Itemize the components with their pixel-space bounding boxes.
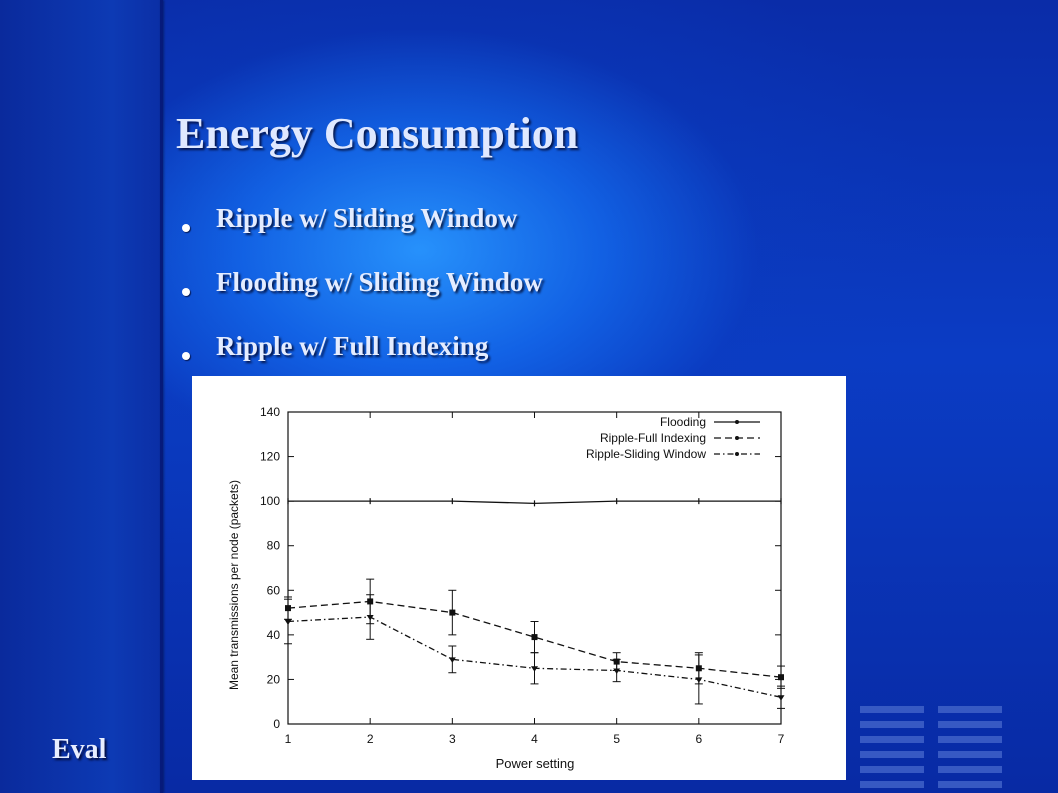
decorative-stripe bbox=[938, 781, 1002, 788]
bullet-item: Flooding w/ Sliding Window bbox=[182, 260, 543, 324]
bullet-dot-icon bbox=[182, 352, 190, 360]
legend-marker bbox=[735, 452, 739, 456]
y-tick-label: 40 bbox=[267, 628, 281, 642]
y-tick-label: 80 bbox=[267, 539, 281, 553]
legend-entry-label: Flooding bbox=[660, 415, 706, 429]
x-tick-label: 3 bbox=[449, 732, 456, 746]
y-axis-label: Mean transmissions per node (packets) bbox=[227, 480, 241, 690]
y-tick-label: 100 bbox=[260, 494, 280, 508]
data-point bbox=[284, 619, 292, 625]
bullet-text: Flooding w/ Sliding Window bbox=[216, 266, 543, 297]
bullet-text: Ripple w/ Full Indexing bbox=[216, 330, 489, 361]
y-tick-label: 0 bbox=[273, 717, 280, 731]
chart-image: 0 20 40 60 80 100 120 140 1 2 3 4 5 6 7 Flooding Ripple… bbox=[192, 376, 846, 780]
bullet-item: Ripple w/ Sliding Window bbox=[182, 196, 543, 260]
data-point bbox=[531, 666, 538, 672]
y-tick-label: 120 bbox=[260, 450, 280, 464]
decorative-stripe bbox=[860, 781, 924, 788]
x-tick-label: 1 bbox=[285, 732, 292, 746]
chart-axes: 0 20 40 60 80 100 120 140 1 2 3 4 5 6 7 bbox=[260, 405, 785, 746]
data-point bbox=[613, 668, 621, 675]
energy-chart: 0 20 40 60 80 100 120 140 1 2 3 4 5 6 7 Flooding Ripple… bbox=[227, 405, 785, 771]
x-tick-label: 2 bbox=[367, 732, 374, 746]
decorative-stripe bbox=[860, 721, 924, 728]
left-sidebar-band bbox=[0, 0, 160, 793]
data-point bbox=[449, 609, 456, 616]
legend-marker bbox=[735, 436, 739, 440]
x-tick-label: 5 bbox=[613, 732, 620, 746]
data-point bbox=[778, 674, 784, 681]
sidebar-divider bbox=[160, 0, 163, 793]
decorative-stripe bbox=[938, 706, 1002, 713]
section-label: Eval bbox=[52, 734, 107, 765]
data-point bbox=[448, 657, 456, 663]
bullet-list: Ripple w/ Sliding Window Flooding w/ Sli… bbox=[182, 196, 543, 388]
x-tick-label: 6 bbox=[695, 732, 702, 746]
legend-marker bbox=[735, 420, 739, 424]
bullet-item: Ripple w/ Full Indexing bbox=[182, 324, 543, 388]
chart-marks bbox=[284, 498, 785, 709]
bullet-text: Ripple w/ Sliding Window bbox=[216, 202, 518, 233]
decorative-stripe bbox=[860, 751, 924, 758]
bullet-dot-icon bbox=[182, 224, 190, 232]
y-tick-label: 60 bbox=[267, 583, 281, 597]
y-tick-label: 20 bbox=[267, 672, 281, 686]
decorative-stripe bbox=[938, 751, 1002, 758]
decorative-stripe bbox=[860, 766, 924, 773]
x-tick-label: 7 bbox=[778, 732, 785, 746]
bullet-dot-icon bbox=[182, 288, 190, 296]
data-point bbox=[531, 634, 538, 641]
decorative-stripes bbox=[860, 706, 1002, 793]
slide-title: Energy Consumption bbox=[176, 109, 579, 158]
chart-legend: Flooding Ripple-Full Indexing Ripple-Slidi… bbox=[586, 415, 760, 461]
decorative-stripe bbox=[860, 736, 924, 743]
data-point bbox=[695, 677, 703, 683]
legend-entry-label: Ripple-Full Indexing bbox=[600, 431, 706, 445]
decorative-stripe bbox=[938, 721, 1002, 728]
decorative-stripe bbox=[938, 736, 1002, 743]
legend-entry-label: Ripple-Sliding Window bbox=[586, 447, 706, 461]
data-point bbox=[777, 695, 785, 701]
x-tick-label: 4 bbox=[531, 732, 538, 746]
y-tick-label: 140 bbox=[260, 405, 280, 419]
x-axis-label: Power setting bbox=[496, 756, 575, 771]
data-point bbox=[366, 615, 374, 621]
decorative-stripe bbox=[860, 706, 924, 713]
decorative-stripe bbox=[938, 766, 1002, 773]
